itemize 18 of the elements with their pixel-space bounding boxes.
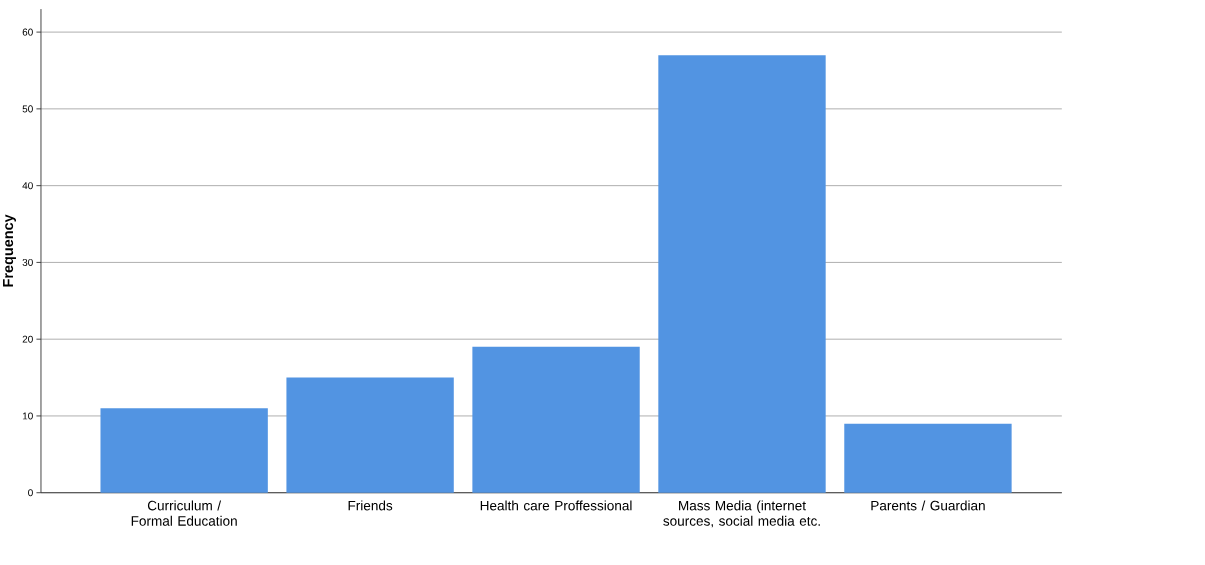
x-tick-label: Curriculum / Formal Education — [131, 500, 237, 526]
x-tick-label: Friends — [348, 500, 393, 511]
bar — [658, 54, 826, 493]
y-tick-label: 40 — [22, 181, 33, 190]
y-axis-title: Frequency — [3, 214, 16, 287]
y-tick-label: 0 — [28, 489, 33, 497]
y-tick-label: 50 — [22, 105, 33, 113]
y-tick-label: 60 — [22, 28, 33, 36]
bar — [286, 377, 454, 493]
x-tick-label: Parents / Guardian — [871, 500, 985, 511]
y-tick-label: 10 — [22, 412, 33, 420]
x-tick-label: Health care Proffessional — [480, 500, 632, 511]
bar — [100, 408, 268, 493]
y-tick-label: 20 — [22, 335, 33, 343]
x-tick-label: Mass Media (internet sources, social media etc. — [663, 500, 820, 528]
bar — [472, 346, 640, 493]
y-tick-label: 30 — [22, 258, 33, 266]
bar — [844, 423, 1012, 493]
